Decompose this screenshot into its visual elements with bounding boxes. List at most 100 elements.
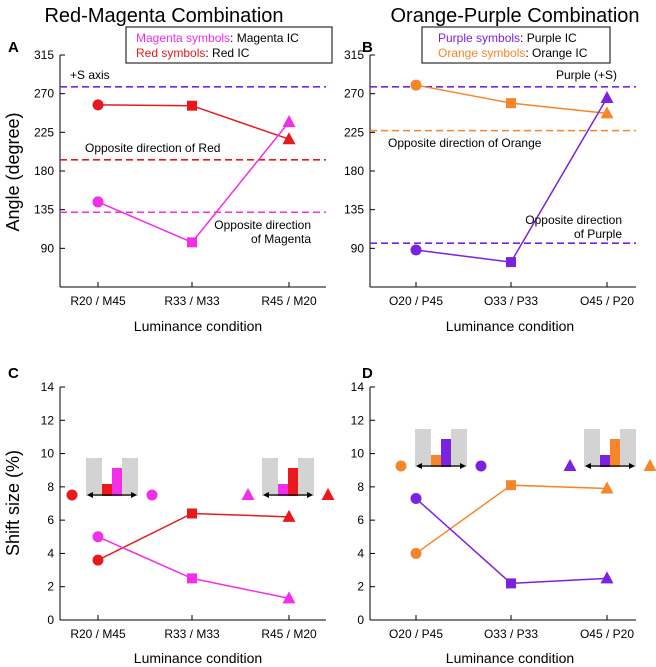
refline-label-b-2b: of Purple [574,227,622,241]
y-tick-label: 225 [344,125,364,139]
y-tick-label: 90 [41,241,55,255]
y-tick-label: 6 [357,513,364,527]
data-point-circle [92,554,104,566]
x-axis-label-b: Luminance condition [446,318,574,334]
y-tick-label: 10 [41,447,55,461]
y-tick-label: 10 [351,447,365,461]
refline-label-b-2a: Opposite direction [525,213,622,227]
x-axis-label-d: Luminance condition [446,650,574,666]
data-point-square [506,98,516,109]
stimulus-end-marker [395,460,407,472]
stimulus-arrow-right [131,492,137,498]
data-point-square [187,573,197,584]
data-point-square [506,257,516,268]
y-tick-label: 4 [357,546,364,560]
stimulus-color-bar [600,455,610,467]
panel-label-d: D [362,365,373,382]
stimulus-color-bar [112,468,122,496]
data-point-circle [92,531,104,543]
refline-label-b-0: Purple (+S) [556,68,617,82]
data-point-circle [92,99,104,111]
x-tick-label: O33 / P33 [484,627,538,641]
y-tick-label: 135 [34,203,54,217]
stimulus-color-bar [431,455,441,467]
data-point-triangle [282,509,296,522]
y-tick-label: 4 [47,546,54,560]
data-point-triangle [600,481,614,494]
legend-b-row2-prefix: Orange symbols [438,46,525,60]
x-axis-label-a: Luminance condition [134,318,262,334]
refline-label-a-1: Opposite direction of Red [85,141,220,155]
y-tick-label: 6 [47,513,54,527]
legend-a-row2-prefix: Red symbols [136,46,205,60]
panel-label-a: A [8,39,19,56]
stimulus-color-bar [288,468,298,496]
stimulus-color-bar [610,439,620,467]
x-tick-label: R20 / M45 [70,627,126,641]
legend-a-row2: Red symbols: Red IC [136,46,250,60]
data-point-circle [92,196,104,208]
data-point-triangle [600,571,614,584]
stimulus-end-marker [66,489,78,501]
stimulus-end-marker [321,488,335,500]
refline-label-a-2a: Opposite direction [214,218,311,232]
stimulus-gray-bar [451,429,467,467]
y-tick-label: 315 [34,48,54,62]
legend-b-row2: Orange symbols: Orange IC [438,46,588,60]
legend-a-row1-suffix: : Magenta IC [230,31,299,45]
series-line [415,484,608,555]
x-tick-label: R33 / M33 [164,627,220,641]
stimulus-end-marker [563,459,577,471]
data-point-triangle [600,90,614,103]
x-tick-label: O45 / P20 [580,294,634,308]
stimulus-end-marker [475,460,487,472]
panel-c: 0 2 4 6 8 10 12 14 R20 / M45 R33 / M33 R45 / M20 [41,380,326,641]
stimulus-gray-bar [620,429,636,467]
y-tick-label: 14 [351,380,365,394]
title-orange-purple: Orange-Purple Combination [390,5,639,27]
y-tick-label: 0 [357,613,364,627]
x-tick-label: R33 / M33 [164,294,220,308]
stimulus-arrow-right [460,463,466,469]
stimulus-gray-bar [262,458,278,496]
legend-a-row1-prefix: Magenta symbols [136,31,230,45]
data-point-circle [410,493,422,505]
legend-a-row1: Magenta symbols: Magenta IC [136,31,299,45]
data-point-triangle [282,132,296,145]
stimulus-arrow-left [585,463,591,469]
legend-b-row1: Purple symbols: Purple IC [438,31,577,45]
stimulus-icon-purple-left [395,429,487,472]
data-point-square [187,100,197,111]
data-point-square [187,237,197,248]
legend-b-row2-suffix: : Orange IC [525,46,587,60]
title-red-magenta: Red-Magenta Combination [44,5,283,27]
y-tick-label: 2 [357,580,364,594]
x-tick-label: O20 / P45 [389,294,443,308]
refline-label-b-1: Opposite direction of Orange [388,136,542,150]
y-tick-label: 180 [34,164,54,178]
data-point-triangle [282,591,296,604]
x-tick-label: R20 / M45 [70,294,126,308]
y-tick-label: 90 [351,241,365,255]
x-tick-label: R45 / M20 [261,627,317,641]
data-point-triangle [282,115,296,128]
stimulus-gray-bar [298,458,314,496]
y-tick-label: 270 [344,87,364,101]
data-point-circle [410,547,422,559]
y-tick-label: 12 [351,413,365,427]
y-tick-label: 270 [34,87,54,101]
y-tick-label: 2 [47,580,54,594]
stimulus-gray-bar [86,458,102,496]
series-line [415,497,608,585]
stimulus-icon-red-right [241,458,335,500]
stimulus-icon-orange-right [563,429,656,471]
data-point-square [187,508,197,519]
stimulus-arrow-left [87,492,93,498]
panel-d: 0 2 4 6 8 10 12 14 O20 / P45 O33 / P33 O45 / P20 [351,380,636,641]
stimulus-arrow-right [307,492,313,498]
legend-a-row2-suffix: : Red IC [205,46,249,60]
y-tick-label: 8 [47,480,54,494]
panel-a: 90 135 180 225 270 315 R20 / M45 R33 / M33 R45 /… [34,48,326,308]
y-tick-label: 135 [344,203,364,217]
legend-box-a [125,26,333,64]
